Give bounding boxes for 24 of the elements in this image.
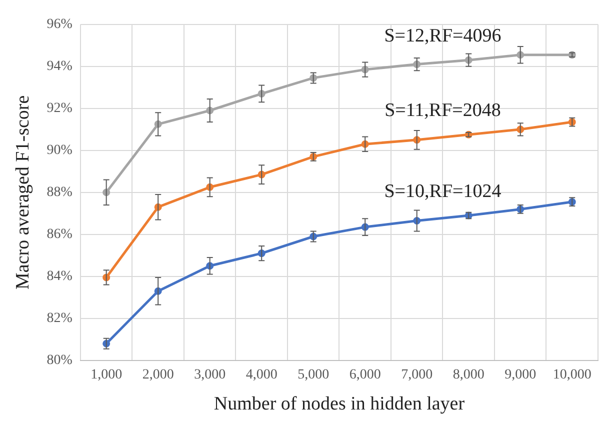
x-tick-label: 5,000 bbox=[298, 367, 330, 382]
x-tick-label: 10,000 bbox=[552, 367, 592, 382]
series-label: S=11,RF=2048 bbox=[384, 100, 501, 122]
y-axis-title: Macro averaged F1-score bbox=[12, 95, 34, 290]
y-tick-label: 84% bbox=[46, 269, 73, 284]
x-tick-label: 1,000 bbox=[90, 367, 122, 382]
y-tick-label: 94% bbox=[46, 59, 73, 74]
y-tick-label: 92% bbox=[46, 101, 73, 116]
y-tick-label: 88% bbox=[46, 185, 73, 200]
y-tick-label: 80% bbox=[46, 353, 73, 368]
y-tick-label: 96% bbox=[46, 17, 73, 32]
x-tick-label: 7,000 bbox=[401, 367, 433, 382]
x-tick-label: 8,000 bbox=[452, 367, 484, 382]
x-tick-label: 6,000 bbox=[349, 367, 381, 382]
y-tick-label: 86% bbox=[46, 227, 73, 242]
x-tick-label: 9,000 bbox=[504, 367, 536, 382]
x-tick-label: 3,000 bbox=[194, 367, 226, 382]
x-tick-label: 2,000 bbox=[142, 367, 174, 382]
y-tick-label: 90% bbox=[46, 143, 73, 158]
series-label: S=12,RF=4096 bbox=[384, 26, 502, 47]
x-tick-label: 4,000 bbox=[246, 367, 278, 382]
x-axis-title: Number of nodes in hidden layer bbox=[214, 394, 466, 415]
y-tick-label: 82% bbox=[46, 311, 73, 326]
series-label: S=10,RF=1024 bbox=[384, 180, 502, 202]
